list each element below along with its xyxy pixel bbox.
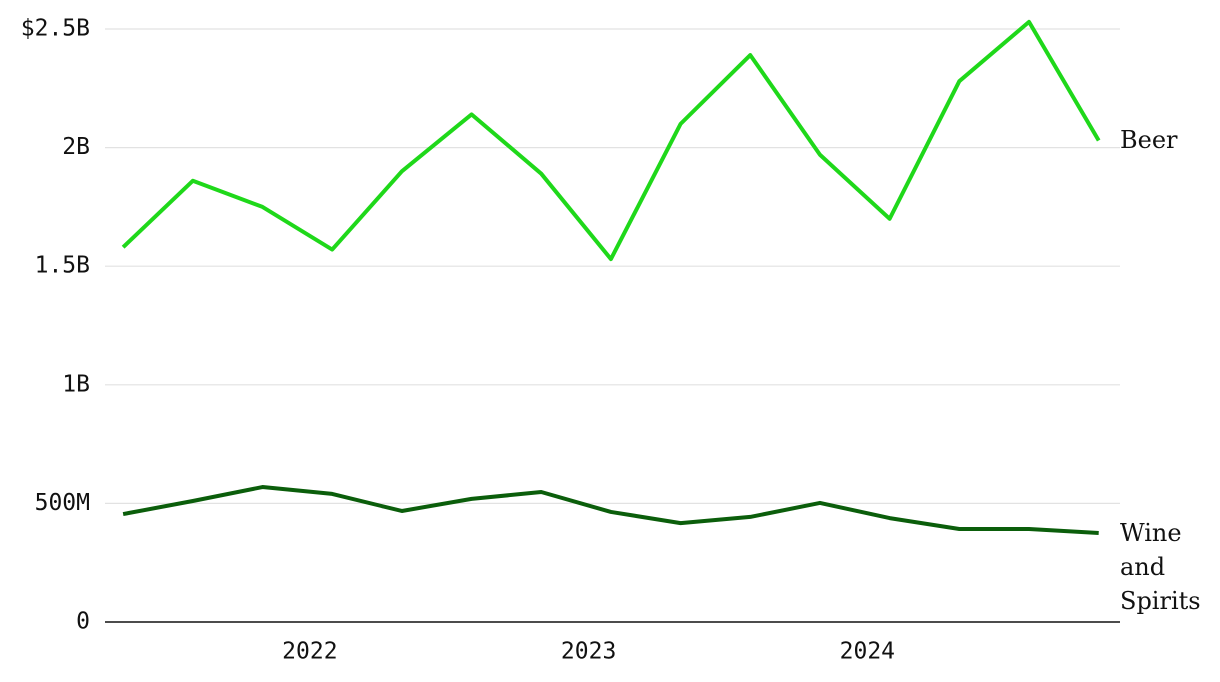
- x-tick-label: 2024: [840, 639, 895, 665]
- y-tick-label: 2B: [62, 134, 90, 160]
- x-tick-label: 2023: [561, 639, 616, 665]
- line: [122, 485, 1099, 536]
- y-tick-label: $2.5B: [21, 16, 90, 42]
- y-tick-label: 1.5B: [35, 253, 90, 279]
- y-tick-label: 500M: [35, 490, 90, 516]
- y-tick-label: 0: [76, 609, 90, 635]
- series-label: Wine and Spirits: [1120, 519, 1201, 616]
- series-label: Beer: [1120, 126, 1178, 155]
- line: [121, 19, 1101, 262]
- x-tick-label: 2022: [282, 639, 337, 665]
- y-tick-label: 1B: [62, 371, 90, 397]
